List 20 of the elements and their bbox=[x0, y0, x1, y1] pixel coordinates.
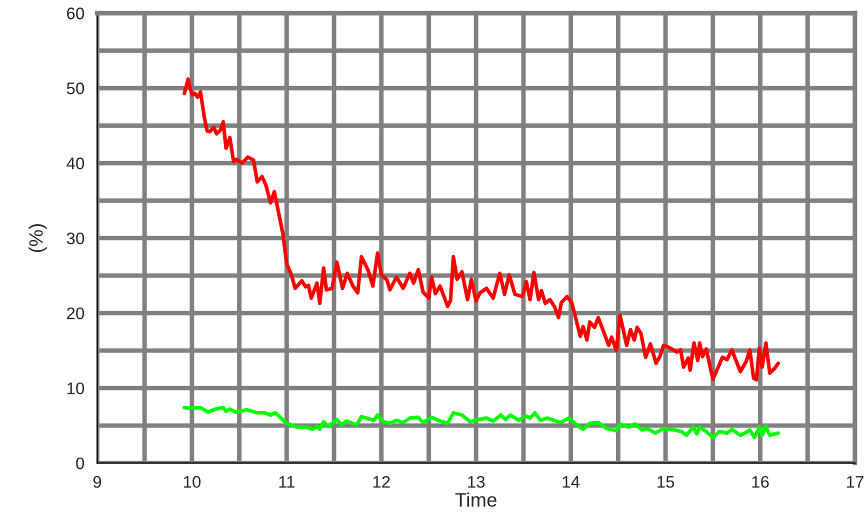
x-tick-label: 9 bbox=[93, 476, 102, 488]
y-tick-label: 40 bbox=[66, 158, 84, 170]
x-tick-label: 13 bbox=[468, 476, 485, 488]
line-series bbox=[182, 77, 780, 382]
x-tick-label: 14 bbox=[562, 476, 580, 488]
x-tick-label: 16 bbox=[752, 476, 769, 488]
y-tick-label: 20 bbox=[67, 307, 84, 320]
y-tick-label: 30 bbox=[66, 232, 84, 244]
x-tick-label: 11 bbox=[279, 476, 294, 488]
line-series bbox=[182, 406, 780, 440]
y-tick-label: 50 bbox=[66, 82, 84, 94]
y-axis-title: (%) bbox=[28, 224, 47, 252]
x-tick-label: 17 bbox=[846, 476, 864, 488]
y-tick-label: 0 bbox=[76, 457, 84, 470]
x-axis-title: Time bbox=[455, 492, 496, 507]
x-tick-label: 10 bbox=[184, 476, 201, 488]
x-tick-label: 12 bbox=[373, 476, 390, 488]
y-tick-label: 60 bbox=[67, 8, 84, 20]
y-tick-label: 10 bbox=[67, 382, 84, 394]
x-tick-label: 15 bbox=[658, 476, 674, 488]
